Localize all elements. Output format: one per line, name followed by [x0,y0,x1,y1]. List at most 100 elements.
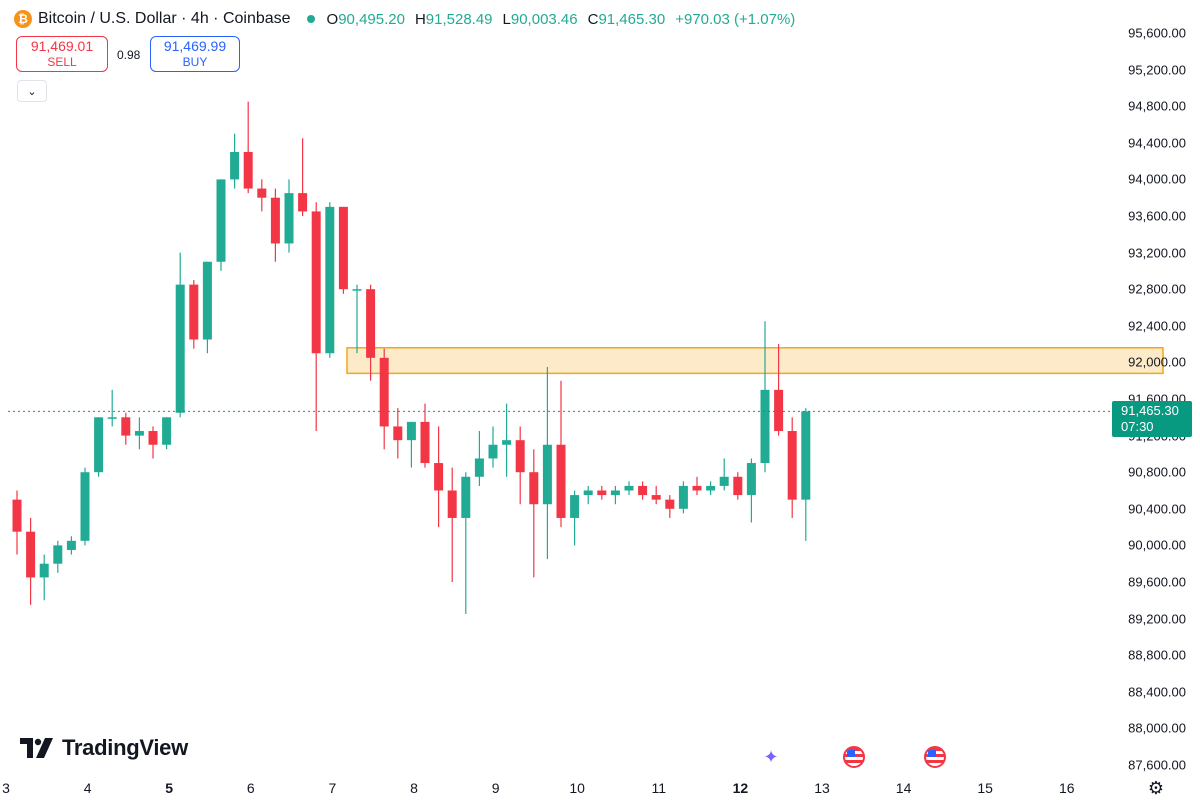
candle-body[interactable] [162,417,172,445]
candle-body[interactable] [787,431,797,500]
change-value: +970.03 (+1.07%) [675,10,796,28]
y-tick-label: 92,800.00 [1128,281,1186,297]
bar-countdown: 07:30 [1121,419,1154,434]
candle-body[interactable] [12,499,22,532]
sell-button[interactable]: 91,469.01 SELL [16,36,108,72]
candle-body[interactable] [488,444,498,459]
candle-body[interactable] [515,440,525,473]
candle-body[interactable] [352,289,362,291]
x-tick-label: 10 [569,780,585,796]
candle-body[interactable] [774,389,784,432]
candle-body[interactable] [597,490,607,496]
candle-body[interactable] [175,284,185,413]
collapse-button[interactable]: ⌄ [17,80,47,102]
candle-body[interactable] [651,495,661,500]
candle-body[interactable] [502,440,512,445]
candle-body[interactable] [461,476,471,518]
x-tick-label: 15 [977,780,993,796]
x-tick-label: 9 [491,780,500,796]
candle-body[interactable] [447,490,457,518]
x-tick-label: 5 [165,780,174,796]
candle-body[interactable] [678,485,688,509]
candle-body[interactable] [216,179,226,262]
candle-body[interactable] [719,476,729,486]
chevron-down-icon: ⌄ [27,85,37,98]
candle-body[interactable] [542,444,552,505]
candle-body[interactable] [121,417,131,436]
candle-body[interactable] [610,490,620,496]
candle-body[interactable] [760,389,770,464]
spread-value: 0.98 [117,48,141,62]
candle-body[interactable] [66,540,76,550]
tradingview-logo[interactable]: TradingView [20,735,188,761]
candle-body[interactable] [801,411,811,500]
open-label: O [326,10,339,28]
candle-body[interactable] [733,476,743,496]
chart-header: ₿ Bitcoin / U.S. Dollar · 4h · Coinbase … [14,8,795,30]
y-tick-label: 88,400.00 [1128,684,1186,700]
candle-body[interactable] [706,485,716,491]
last-price-value: 91,465.30 [1121,403,1179,418]
symbol-title[interactable]: Bitcoin / U.S. Dollar · 4h · Coinbase [38,10,291,27]
candle-body[interactable] [230,151,240,180]
candle-body[interactable] [284,193,294,244]
candle-body[interactable] [53,545,63,564]
candle-body[interactable] [556,444,566,518]
y-tick-label: 94,800.00 [1128,98,1186,114]
candle-body[interactable] [202,261,212,340]
candle-body[interactable] [311,211,321,354]
candle-body[interactable] [134,431,144,436]
candle-body[interactable] [148,431,158,445]
x-tick-label: 11 [651,780,667,796]
tradingview-logo-icon [20,738,53,758]
us-flag-icon[interactable] [924,746,946,768]
ohlc-readout: O90,495.20 H91,528.49 L90,003.46 C91,465… [327,11,796,28]
candle-body[interactable] [746,463,756,496]
candle-body[interactable] [366,289,376,358]
candle-body[interactable] [420,421,430,464]
candle-body[interactable] [393,426,403,441]
candle-body[interactable] [624,485,634,491]
candle-body[interactable] [474,458,484,477]
candle-body[interactable] [80,472,90,541]
candle-body[interactable] [189,284,199,340]
y-tick-label: 92,400.00 [1128,318,1186,334]
candle-body[interactable] [26,531,36,578]
candle-body[interactable] [529,472,539,505]
candle-body[interactable] [406,421,416,441]
y-tick-label: 87,600.00 [1128,757,1186,773]
candle-body[interactable] [107,417,117,419]
candle-body[interactable] [298,193,308,212]
ai-spark-icon[interactable]: ✦ [763,746,779,767]
gear-icon[interactable]: ⚙ [1147,777,1165,798]
y-tick-label: 88,800.00 [1128,647,1186,663]
candle-body[interactable] [570,495,580,518]
candle-body[interactable] [270,197,280,244]
y-tick-label: 89,200.00 [1128,611,1186,627]
candle-body[interactable] [39,563,49,578]
resistance-zone[interactable] [346,347,1164,375]
market-open-indicator-icon [306,15,315,23]
candle-body[interactable] [257,188,267,198]
candle-body[interactable] [665,499,675,509]
buy-button[interactable]: 91,469.99 BUY [150,36,240,72]
bitcoin-icon[interactable]: ₿ [14,10,32,28]
low-value: 90,003.46 [510,10,578,28]
candle-body[interactable] [583,490,593,496]
candle-body[interactable] [243,151,253,189]
y-tick-label: 92,000.00 [1128,354,1186,370]
candle-body[interactable] [325,206,335,354]
y-tick-label: 93,600.00 [1128,208,1186,224]
x-tick-label: 4 [83,780,92,796]
candle-body[interactable] [638,485,648,496]
sell-price: 91,469.01 [30,38,94,54]
candle-body[interactable] [94,417,104,473]
y-tick-label: 89,600.00 [1128,574,1186,590]
us-flag-icon[interactable] [843,746,865,768]
candle-body[interactable] [434,463,444,491]
candle-body[interactable] [692,485,702,491]
candle-body[interactable] [338,206,348,290]
candle-body[interactable] [379,357,389,427]
x-tick-label: 12 [732,780,749,796]
